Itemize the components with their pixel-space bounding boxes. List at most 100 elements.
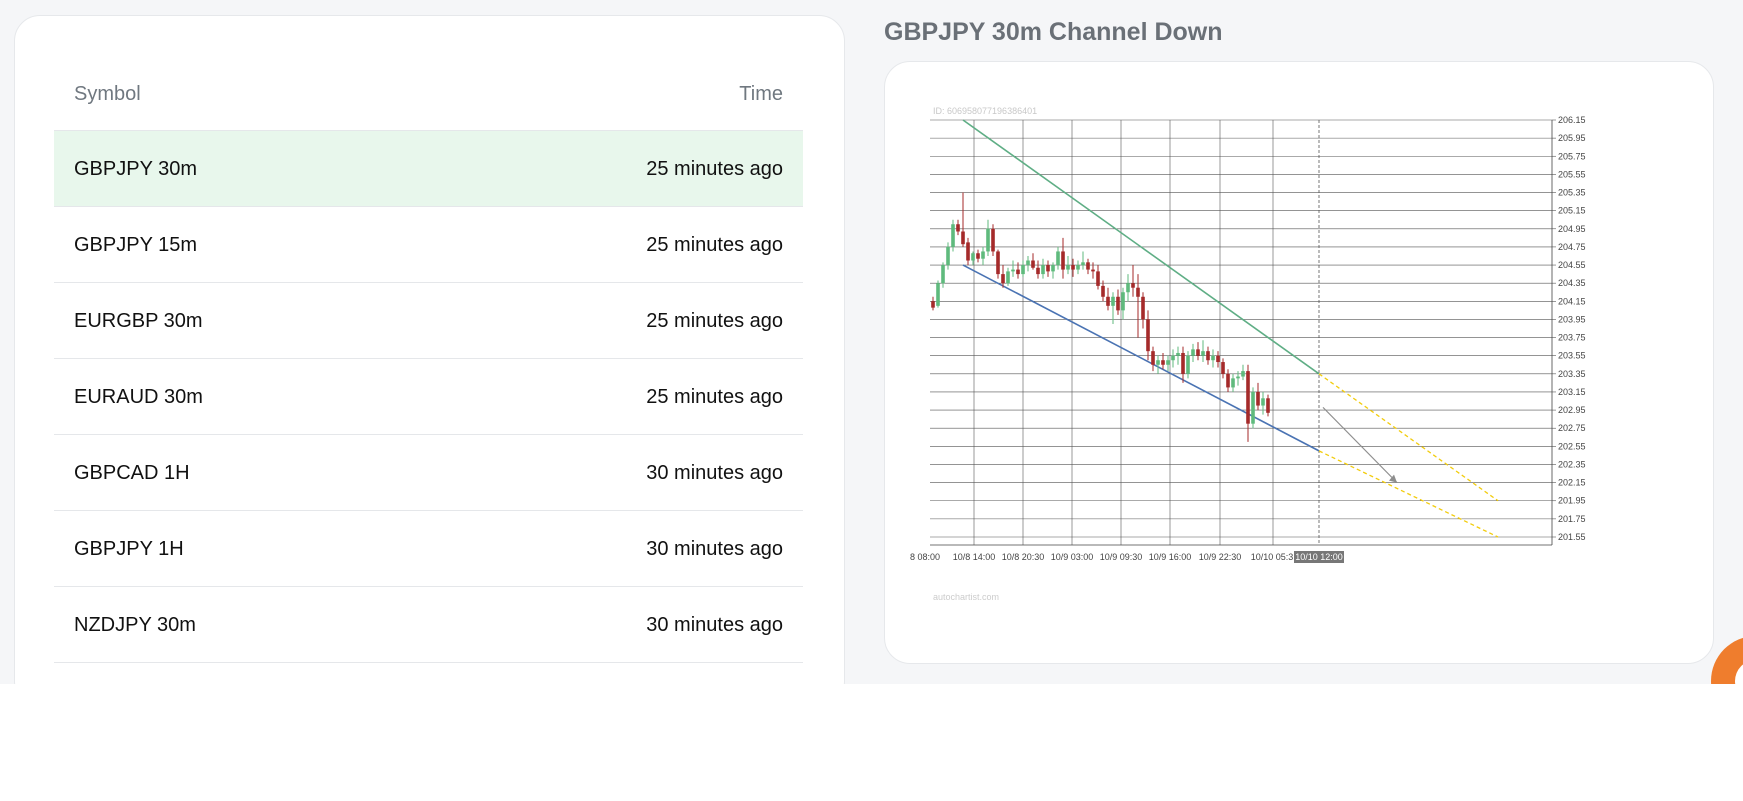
candle-body — [1221, 362, 1225, 374]
candle-body — [1151, 351, 1155, 365]
table-row[interactable]: EURAUD 30m 25 minutes ago — [54, 359, 803, 435]
column-header-symbol[interactable]: Symbol — [74, 83, 141, 105]
y-tick-label: 204.35 — [1558, 278, 1586, 288]
candle-body — [1156, 360, 1160, 365]
candle-body — [1201, 351, 1205, 356]
candle-body — [1031, 260, 1035, 268]
candle-body — [1206, 351, 1210, 361]
y-tick-label: 204.55 — [1558, 260, 1586, 270]
table-row[interactable]: GBPJPY 30m 25 minutes ago — [54, 131, 803, 207]
chart-card: 206.15 205.95 205.75 205.55 205.35 205.15 204.… — [884, 61, 1714, 664]
chart-watermark: autochartist.com — [933, 592, 999, 602]
row-symbol: NZDJPY 30m — [74, 614, 196, 636]
candle-body — [936, 283, 940, 306]
price-chart[interactable]: 206.15 205.95 205.75 205.55 205.35 205.15 204.… — [885, 62, 1713, 663]
candle-body — [981, 251, 985, 259]
candle-body — [1216, 355, 1220, 363]
table-row[interactable]: GBPJPY 1H 30 minutes ago — [54, 511, 803, 587]
candle-body — [1086, 262, 1090, 270]
candle-body — [1056, 251, 1060, 266]
resistance-line — [962, 119, 1320, 375]
candle-body — [1126, 283, 1130, 293]
candle-body — [1266, 398, 1270, 413]
candlesticks — [931, 192, 1270, 442]
y-tick-label: 205.95 — [1558, 133, 1586, 143]
support-projection — [1318, 450, 1499, 538]
x-tick-label: 10/9 03:00 — [1051, 552, 1094, 562]
x-tick-label: 10/10 05:3 — [1251, 552, 1294, 562]
candle-body — [1136, 287, 1140, 297]
y-tick-label: 203.15 — [1558, 387, 1586, 397]
y-tick-label: 201.95 — [1558, 496, 1586, 506]
table-row[interactable]: GBPCAD 1H 30 minutes ago — [54, 435, 803, 511]
candle-body — [1131, 283, 1135, 288]
candle-body — [1141, 296, 1145, 320]
candle-body — [1251, 391, 1255, 424]
candle-body — [1046, 265, 1050, 272]
candle-body — [1066, 265, 1070, 270]
row-symbol: GBPJPY 1H — [74, 538, 184, 560]
candle-body — [1096, 271, 1100, 286]
x-tick-label: 10/8 20:30 — [1002, 552, 1045, 562]
candle-body — [1026, 260, 1030, 266]
candle-body — [1076, 265, 1080, 270]
selected-time-label: 10/10 12:00 — [1295, 552, 1343, 562]
candle-body — [941, 265, 945, 284]
chat-icon — [1735, 660, 1743, 684]
x-tick-label: 10/9 16:00 — [1149, 552, 1192, 562]
selected-time-box — [1294, 551, 1344, 563]
row-time: 25 minutes ago — [646, 234, 783, 256]
page-background: Symbol Time GBPJPY 30m 25 minutes ago GB… — [14, 15, 1743, 684]
y-tick-label: 202.15 — [1558, 478, 1586, 488]
candle-body — [996, 251, 1000, 275]
candle-body — [1256, 391, 1260, 406]
candle-body — [1016, 269, 1020, 275]
candle-body — [1261, 398, 1265, 406]
candle-body — [1081, 262, 1085, 266]
candle-body — [976, 253, 980, 259]
candle-body — [986, 228, 990, 252]
candle-body — [956, 224, 960, 232]
row-time: 30 minutes ago — [646, 538, 783, 560]
y-tick-label: 205.55 — [1558, 169, 1586, 179]
candle-body — [961, 231, 965, 245]
x-tick-label: 10/9 22:30 — [1199, 552, 1242, 562]
candle-body — [1161, 360, 1165, 365]
candle-body — [1006, 271, 1010, 284]
table-header: Symbol Time — [54, 60, 803, 131]
y-tick-label: 204.15 — [1558, 296, 1586, 306]
candle-body — [1071, 265, 1075, 270]
x-tick-label: 10/8 14:00 — [953, 552, 996, 562]
resistance-projection — [1318, 373, 1499, 502]
alerts-table-card — [14, 15, 845, 684]
candle-body — [966, 242, 970, 261]
table-row[interactable]: GBPJPY 15m 25 minutes ago — [54, 207, 803, 283]
row-time: 25 minutes ago — [646, 386, 783, 408]
y-tick-label: 205.35 — [1558, 188, 1586, 198]
candle-body — [1041, 265, 1045, 275]
candle-body — [1181, 352, 1185, 374]
table-row[interactable]: EURGBP 30m 25 minutes ago — [54, 283, 803, 359]
candle-body — [1116, 296, 1120, 311]
candle-body — [971, 253, 975, 261]
y-tick-label: 204.75 — [1558, 242, 1586, 252]
row-symbol: EURAUD 30m — [74, 386, 203, 408]
x-tick-label: 8 08:00 — [910, 552, 940, 562]
row-symbol: GBPJPY 30m — [74, 158, 198, 180]
y-tick-label: 201.55 — [1558, 532, 1586, 542]
candle-body — [1061, 251, 1065, 270]
y-tick-label: 202.35 — [1558, 459, 1586, 469]
candle-body — [1001, 274, 1005, 284]
y-tick-label: 202.75 — [1558, 423, 1586, 433]
candle-body — [1011, 269, 1015, 272]
row-symbol: GBPJPY 15m — [74, 234, 198, 256]
candle-body — [1166, 360, 1170, 365]
chart-id-label: ID: 6069580771963864​01 — [933, 106, 1037, 116]
y-tick-label: 202.55 — [1558, 441, 1586, 451]
chat-fab-button[interactable] — [1711, 636, 1743, 684]
y-tick-label: 206.15 — [1558, 115, 1586, 125]
column-header-time[interactable]: Time — [739, 83, 783, 105]
table-row[interactable]: NZDJPY 30m 30 minutes ago — [54, 587, 803, 663]
y-tick-label: 205.15 — [1558, 206, 1586, 216]
y-tick-label: 203.95 — [1558, 314, 1586, 324]
